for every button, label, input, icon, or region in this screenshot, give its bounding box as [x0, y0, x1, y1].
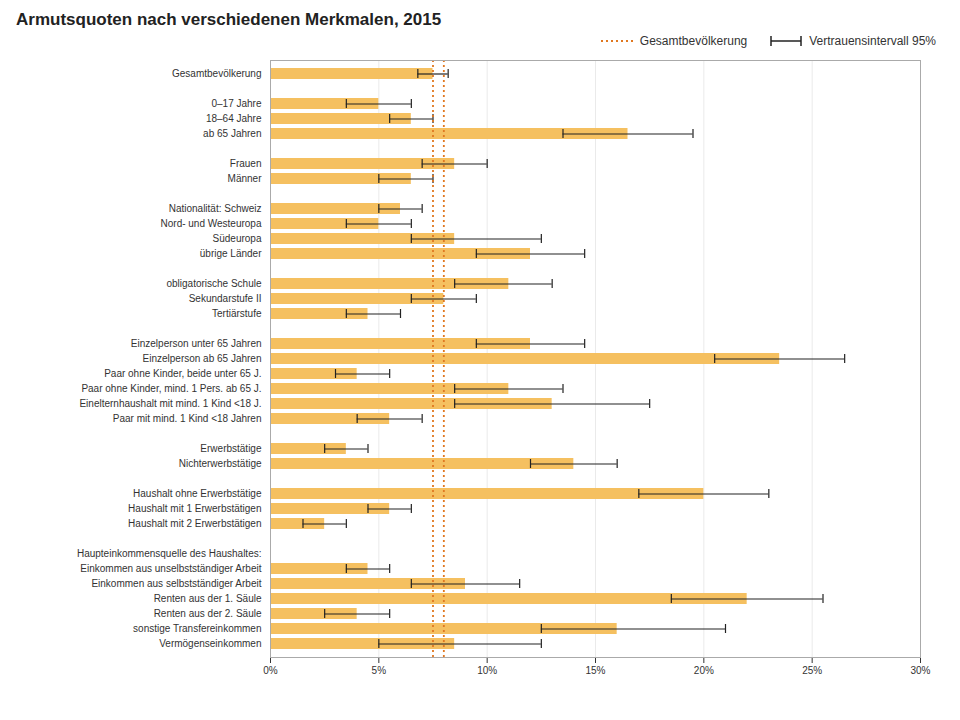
svg-text:Männer: Männer [228, 173, 263, 184]
svg-text:Paar mit mind. 1 Kind <18 Jahr: Paar mit mind. 1 Kind <18 Jahren [113, 413, 262, 424]
svg-text:Nord- und Westeuropa: Nord- und Westeuropa [161, 218, 262, 229]
svg-text:Einelternhaushalt mit mind. 1: Einelternhaushalt mit mind. 1 Kind <18 J… [79, 398, 261, 409]
svg-text:5%: 5% [372, 665, 387, 676]
svg-text:sonstige Transfereinkommen: sonstige Transfereinkommen [133, 623, 261, 634]
svg-text:Sekundarstufe II: Sekundarstufe II [189, 293, 262, 304]
svg-text:Einkommen aus selbstständiger: Einkommen aus selbstständiger Arbeit [91, 578, 261, 589]
svg-text:Renten aus der 2. Säule: Renten aus der 2. Säule [154, 608, 262, 619]
svg-text:Gesamtbevölkerung: Gesamtbevölkerung [172, 68, 262, 79]
svg-text:Erwerbstätige: Erwerbstätige [200, 443, 262, 454]
svg-text:Haushalt mit 2 Erwerbstätigen: Haushalt mit 2 Erwerbstätigen [128, 518, 261, 529]
svg-text:0–17 Jahre: 0–17 Jahre [211, 98, 261, 109]
svg-text:Frauen: Frauen [230, 158, 262, 169]
html-text:Vertrauensintervall 95%: Vertrauensintervall 95% [809, 34, 936, 48]
svg-text:Haupteinkommensquelle des Haus: Haupteinkommensquelle des Haushaltes: [77, 548, 262, 559]
svg-text:Haushalt mit 1 Erwerbstätigen: Haushalt mit 1 Erwerbstätigen [128, 503, 261, 514]
svg-text:Vermögenseinkommen: Vermögenseinkommen [159, 638, 261, 649]
html-text:Gesamtbevölkerung: Gesamtbevölkerung [639, 34, 748, 48]
svg-text:Nationalität: Schweiz: Nationalität: Schweiz [169, 203, 262, 214]
svg-text:Haushalt ohne Erwerbstätige: Haushalt ohne Erwerbstätige [133, 488, 262, 499]
svg-text:Tertiärstufe: Tertiärstufe [212, 308, 262, 319]
svg-text:0%: 0% [263, 665, 278, 676]
html-text:Armutsquoten nach verschiedene: Armutsquoten nach verschiedenen Merkmale… [16, 10, 442, 29]
svg-text:ab 65 Jahren: ab 65 Jahren [203, 128, 261, 139]
svg-text:30%: 30% [910, 665, 930, 676]
svg-text:Nichterwerbstätige: Nichterwerbstätige [179, 458, 262, 469]
svg-text:10%: 10% [477, 665, 497, 676]
svg-text:Einzelperson ab 65 Jahren: Einzelperson ab 65 Jahren [143, 353, 262, 364]
svg-text:15%: 15% [585, 665, 605, 676]
svg-text:25%: 25% [802, 665, 822, 676]
svg-text:Paar ohne Kinder, mind. 1 Pers: Paar ohne Kinder, mind. 1 Pers. ab 65 J. [81, 383, 261, 394]
svg-text:Einkommen aus unselbstständige: Einkommen aus unselbstständiger Arbeit [80, 563, 261, 574]
svg-text:18–64 Jahre: 18–64 Jahre [206, 113, 262, 124]
svg-text:Einzelperson unter 65 Jahren: Einzelperson unter 65 Jahren [131, 338, 262, 349]
svg-text:20%: 20% [694, 665, 714, 676]
svg-text:Paar ohne Kinder, beide unter: Paar ohne Kinder, beide unter 65 J. [104, 368, 261, 379]
svg-text:übrige Länder: übrige Länder [200, 248, 262, 259]
svg-text:obligatorische Schule: obligatorische Schule [166, 278, 261, 289]
svg-text:Renten aus der 1. Säule: Renten aus der 1. Säule [154, 593, 262, 604]
svg-text:Südeuropa: Südeuropa [213, 233, 262, 244]
